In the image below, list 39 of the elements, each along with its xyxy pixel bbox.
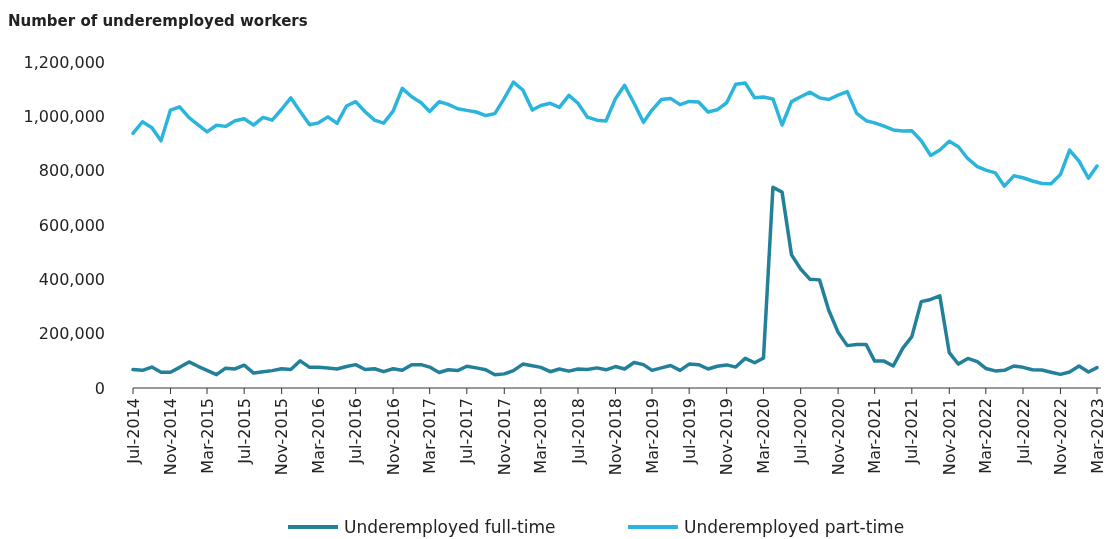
x-tick-label: Jul-2019: [679, 398, 699, 465]
y-tick-label: 1,200,000: [23, 52, 105, 72]
x-tick-label: Nov-2020: [828, 398, 848, 476]
legend-label: Underemployed full-time: [344, 516, 556, 537]
x-tick-label: Mar-2018: [531, 398, 551, 474]
x-tick-label: Jul-2017: [457, 398, 477, 465]
y-axis-title: Number of underemployed workers: [8, 12, 308, 30]
x-tick-label: Mar-2020: [754, 398, 774, 474]
y-tick-label: 600,000: [38, 215, 105, 235]
y-tick-label: 0: [94, 378, 105, 398]
x-tick-label: Nov-2017: [494, 398, 514, 476]
x-tick-label: Nov-2018: [606, 398, 626, 476]
x-tick-label: Mar-2023: [1087, 398, 1107, 474]
x-tick-label: Mar-2021: [865, 398, 885, 474]
line-series: [131, 185, 1099, 377]
x-tick-label: Mar-2016: [309, 398, 329, 474]
x-tick-label: Nov-2021: [939, 398, 959, 476]
y-tick-label: 400,000: [38, 269, 105, 289]
x-tick-label: Mar-2019: [642, 398, 662, 474]
x-tick-label: Mar-2017: [420, 398, 440, 474]
x-tick-label: Nov-2022: [1051, 398, 1071, 476]
x-tick-label: Jul-2018: [568, 398, 588, 465]
x-tick-label: Jul-2014: [123, 398, 143, 465]
x-tick-label: Jul-2015: [234, 398, 254, 465]
x-tick-label: Jul-2016: [346, 398, 366, 465]
x-tick-label: Mar-2022: [976, 398, 996, 474]
x-tick-label: Nov-2015: [272, 398, 292, 476]
x-tick-label: Nov-2016: [383, 398, 403, 476]
x-tick-label: Nov-2014: [161, 398, 181, 476]
x-tick-label: Jul-2022: [1013, 398, 1033, 465]
y-tick-label: 800,000: [38, 161, 105, 181]
x-tick-label: Jul-2020: [791, 398, 811, 465]
y-tick-label: 200,000: [38, 324, 105, 344]
x-tick-label: Jul-2021: [902, 398, 922, 465]
legend-label: Underemployed part-time: [684, 516, 905, 537]
y-tick-label: 1,000,000: [23, 106, 105, 126]
x-tick-label: Mar-2015: [197, 398, 217, 474]
x-tick-label: Nov-2019: [717, 398, 737, 476]
line-series: [131, 80, 1099, 188]
